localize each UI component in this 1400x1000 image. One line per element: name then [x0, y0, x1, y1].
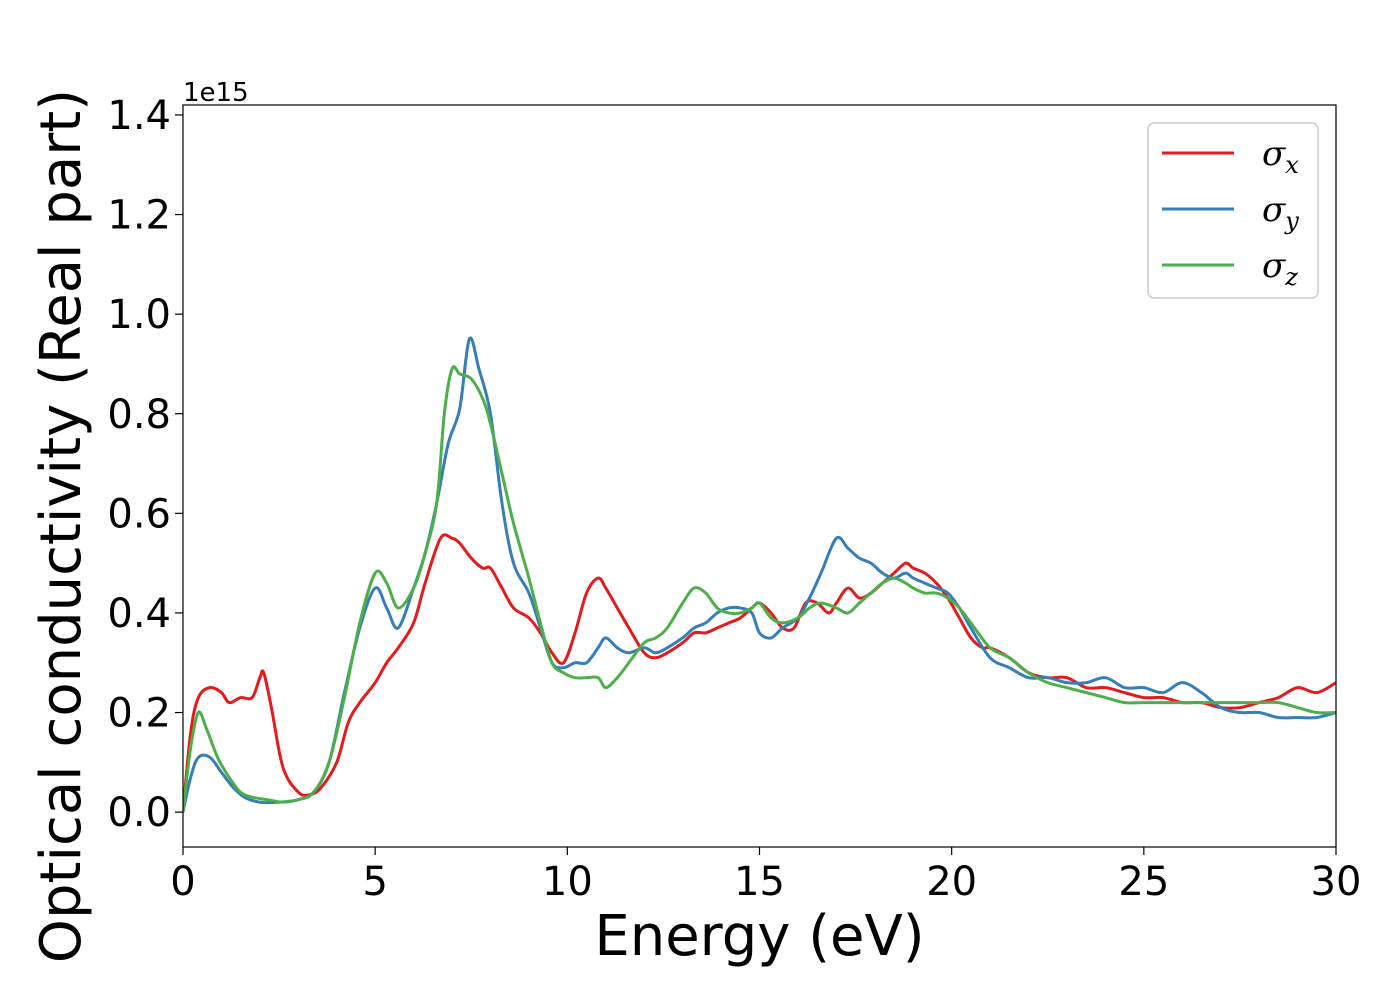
legend-label: σz — [1262, 246, 1298, 291]
x-tick-label: 0 — [170, 859, 195, 905]
y-axis-title: Optical conductivity (Real part) — [29, 89, 94, 963]
legend: σx σy σz — [1147, 122, 1319, 299]
x-tick-label: 25 — [1118, 859, 1169, 905]
series-line-x — [183, 533, 1336, 813]
legend-item-z: σz — [1162, 246, 1298, 291]
x-tick-label: 15 — [734, 859, 785, 905]
x-axis-title: Energy (eV) — [594, 904, 924, 969]
y-axis-ticks: 0.0 0.2 0.4 0.6 0.8 1.0 1.2 1.4 — [107, 93, 183, 836]
y-tick-label: 1.4 — [107, 93, 171, 139]
x-tick-label: 30 — [1311, 859, 1362, 905]
y-tick-label: 0.8 — [107, 392, 171, 438]
series-line-z — [183, 365, 1336, 813]
legend-label: σy — [1262, 190, 1299, 235]
x-axis-ticks: 0 5 10 15 20 25 30 — [170, 847, 1361, 905]
y-tick-label: 1.2 — [107, 193, 171, 239]
series-lines — [183, 336, 1336, 813]
y-axis-offset-label: 1e15 — [183, 78, 249, 108]
y-tick-label: 0.2 — [107, 691, 171, 737]
x-tick-label: 20 — [926, 859, 977, 905]
legend-item-y: σy — [1162, 190, 1299, 235]
y-tick-label: 0.6 — [107, 491, 171, 537]
y-tick-label: 1.0 — [107, 292, 171, 338]
series-line-y — [183, 336, 1336, 813]
y-tick-label: 0.0 — [107, 790, 171, 836]
y-tick-label: 0.4 — [107, 591, 171, 637]
legend-item-x: σx — [1162, 134, 1299, 179]
x-tick-label: 10 — [542, 859, 593, 905]
legend-label: σx — [1262, 134, 1299, 179]
x-tick-label: 5 — [362, 859, 387, 905]
